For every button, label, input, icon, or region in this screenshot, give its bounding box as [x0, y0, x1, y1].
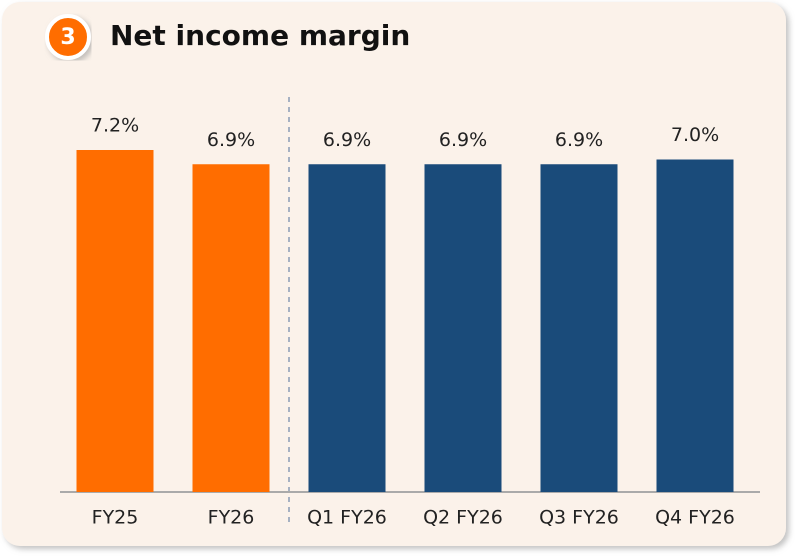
x-tick-label: Q2 FY26 — [423, 507, 503, 529]
x-tick-label: FY26 — [208, 507, 255, 529]
x-tick-label: Q4 FY26 — [655, 507, 735, 529]
chart-title: Net income margin — [110, 19, 410, 52]
bar — [540, 164, 618, 492]
value-label: 6.9% — [207, 129, 255, 151]
bar — [656, 159, 734, 492]
x-tick-label: Q1 FY26 — [307, 507, 387, 529]
x-tick-label: FY25 — [92, 507, 139, 529]
bar — [192, 164, 270, 492]
value-label: 7.2% — [91, 115, 139, 137]
bar — [308, 164, 386, 492]
bar — [424, 164, 502, 492]
value-label: 7.0% — [671, 124, 719, 146]
badge-circle — [45, 14, 91, 60]
value-label: 6.9% — [439, 129, 487, 151]
badge: 3 — [60, 25, 75, 50]
x-tick-label: Q3 FY26 — [539, 507, 619, 529]
value-label: 6.9% — [323, 129, 371, 151]
value-label: 6.9% — [555, 129, 603, 151]
bar — [76, 150, 154, 492]
